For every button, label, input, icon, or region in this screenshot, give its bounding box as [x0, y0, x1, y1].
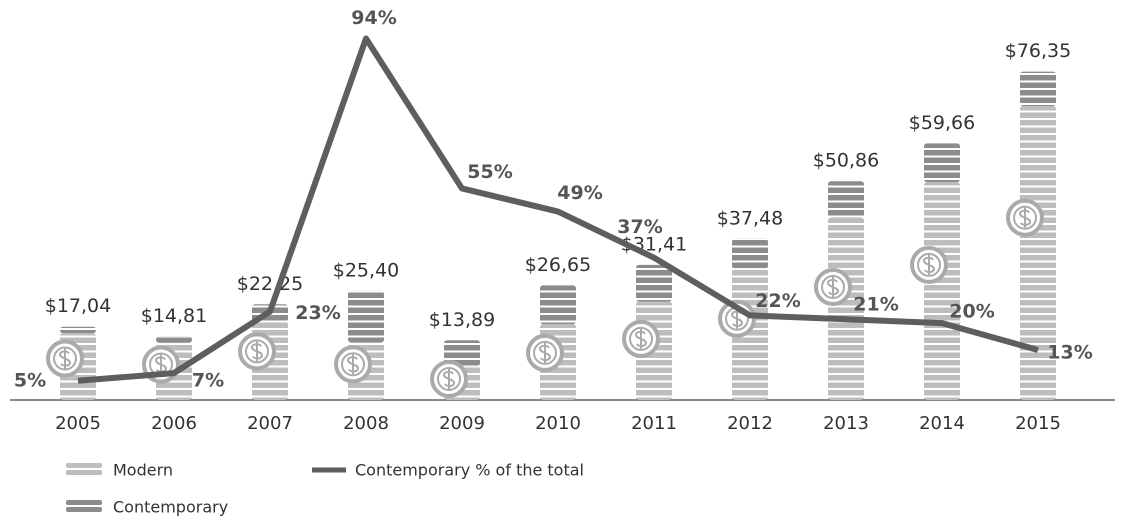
- x-tick-label: 2005: [55, 413, 101, 434]
- legend-label: Modern: [113, 461, 173, 480]
- coin-stack: [732, 238, 768, 269]
- dollar: [346, 354, 360, 375]
- x-tick-label: 2014: [919, 413, 965, 434]
- coin-inner: [533, 340, 557, 365]
- line-value-label: 7%: [192, 370, 224, 392]
- x-tick-label: 2011: [631, 413, 677, 434]
- x-tick-label: 2008: [343, 413, 389, 434]
- line-value-label: 20%: [949, 301, 994, 323]
- total-label: $22,25: [237, 273, 303, 295]
- dollar: [730, 308, 744, 329]
- x-tick-label: 2013: [823, 413, 869, 434]
- dollar: [538, 342, 552, 363]
- line-value-label: 94%: [351, 7, 396, 29]
- total-label: $25,40: [333, 259, 399, 281]
- coin-lines: [732, 238, 768, 269]
- dollar: [442, 368, 456, 389]
- dollar: [250, 341, 264, 362]
- coin-lines: [1020, 106, 1056, 400]
- coin-lines: [60, 326, 96, 334]
- total-label: $50,86: [813, 150, 879, 172]
- coin-lines: [540, 285, 576, 325]
- dollar: [1018, 207, 1032, 228]
- coin-lines: [924, 143, 960, 183]
- coin-stack: [924, 182, 960, 400]
- x-tick-label: 2012: [727, 413, 773, 434]
- coin-icon: [1006, 198, 1044, 237]
- coin-lines: [924, 182, 960, 400]
- coin-inner: [821, 275, 845, 300]
- line-value-label: 5%: [14, 369, 46, 391]
- legend-label: Contemporary % of the total: [355, 461, 584, 480]
- coin-stack: [60, 326, 96, 334]
- line-value-label: 23%: [295, 302, 340, 324]
- total-label: $17,04: [45, 295, 111, 317]
- coin-icon: [46, 339, 84, 378]
- x-tick-label: 2009: [439, 413, 485, 434]
- line: [77, 35, 1039, 384]
- coin-inner: [341, 352, 365, 377]
- coin-inner: [1013, 205, 1037, 230]
- line-value-label: 22%: [755, 290, 800, 312]
- dollar: [826, 277, 840, 298]
- coin-lines: [1020, 71, 1056, 107]
- coin-inner: [917, 252, 941, 277]
- legend-label: Contemporary: [113, 498, 228, 517]
- coin-stack: [156, 336, 192, 343]
- coin-stack: [924, 143, 960, 183]
- total-label: $14,81: [141, 305, 207, 327]
- dollar: [634, 328, 648, 349]
- coin-stack: [1020, 71, 1056, 107]
- coin-lines: [636, 264, 672, 302]
- coin-stack: [1020, 106, 1056, 400]
- coin-icon: [238, 332, 276, 371]
- coin-icon: [814, 268, 852, 307]
- coin-icon: [622, 319, 660, 358]
- total-label: $26,65: [525, 254, 591, 276]
- coin-inner: [437, 366, 461, 391]
- legend-swatch: [66, 507, 102, 512]
- coin-icon: [910, 245, 948, 284]
- legend-swatch: [66, 500, 102, 505]
- coin-lines: [828, 181, 864, 218]
- coin-stack: [540, 285, 576, 325]
- coin-icon: [334, 345, 372, 384]
- coin-lines: [348, 290, 384, 343]
- coin-icon: [430, 359, 468, 398]
- legend-swatch: [66, 470, 102, 475]
- line-value-label: 21%: [853, 294, 898, 316]
- coin-lines: [828, 217, 864, 400]
- coin-inner: [629, 326, 653, 351]
- x-tick-label: 2006: [151, 413, 197, 434]
- line-value-label: 55%: [467, 161, 512, 183]
- coin-icon: [526, 333, 564, 372]
- coin-inner: [53, 346, 77, 371]
- x-tick-label: 2010: [535, 413, 581, 434]
- coin-lines: [156, 336, 192, 343]
- line-value-label: 49%: [557, 182, 602, 204]
- coin-stack: [348, 290, 384, 343]
- total-label: $37,48: [717, 207, 783, 229]
- total-label: $76,35: [1005, 40, 1071, 62]
- total-label: $13,89: [429, 309, 495, 331]
- dollar: [922, 254, 936, 275]
- coin-stack: [636, 264, 672, 302]
- coin-stack: [828, 181, 864, 218]
- x-tick-label: 2015: [1015, 413, 1061, 434]
- x-tick-label: 2007: [247, 413, 293, 434]
- line-value-label: 37%: [617, 216, 662, 238]
- coin-stack: [828, 217, 864, 400]
- line-value-label: 13%: [1047, 342, 1092, 364]
- legend-swatch: [66, 463, 102, 468]
- coin-inner: [245, 339, 269, 364]
- dollar: [58, 348, 72, 369]
- total-label: $59,66: [909, 112, 975, 134]
